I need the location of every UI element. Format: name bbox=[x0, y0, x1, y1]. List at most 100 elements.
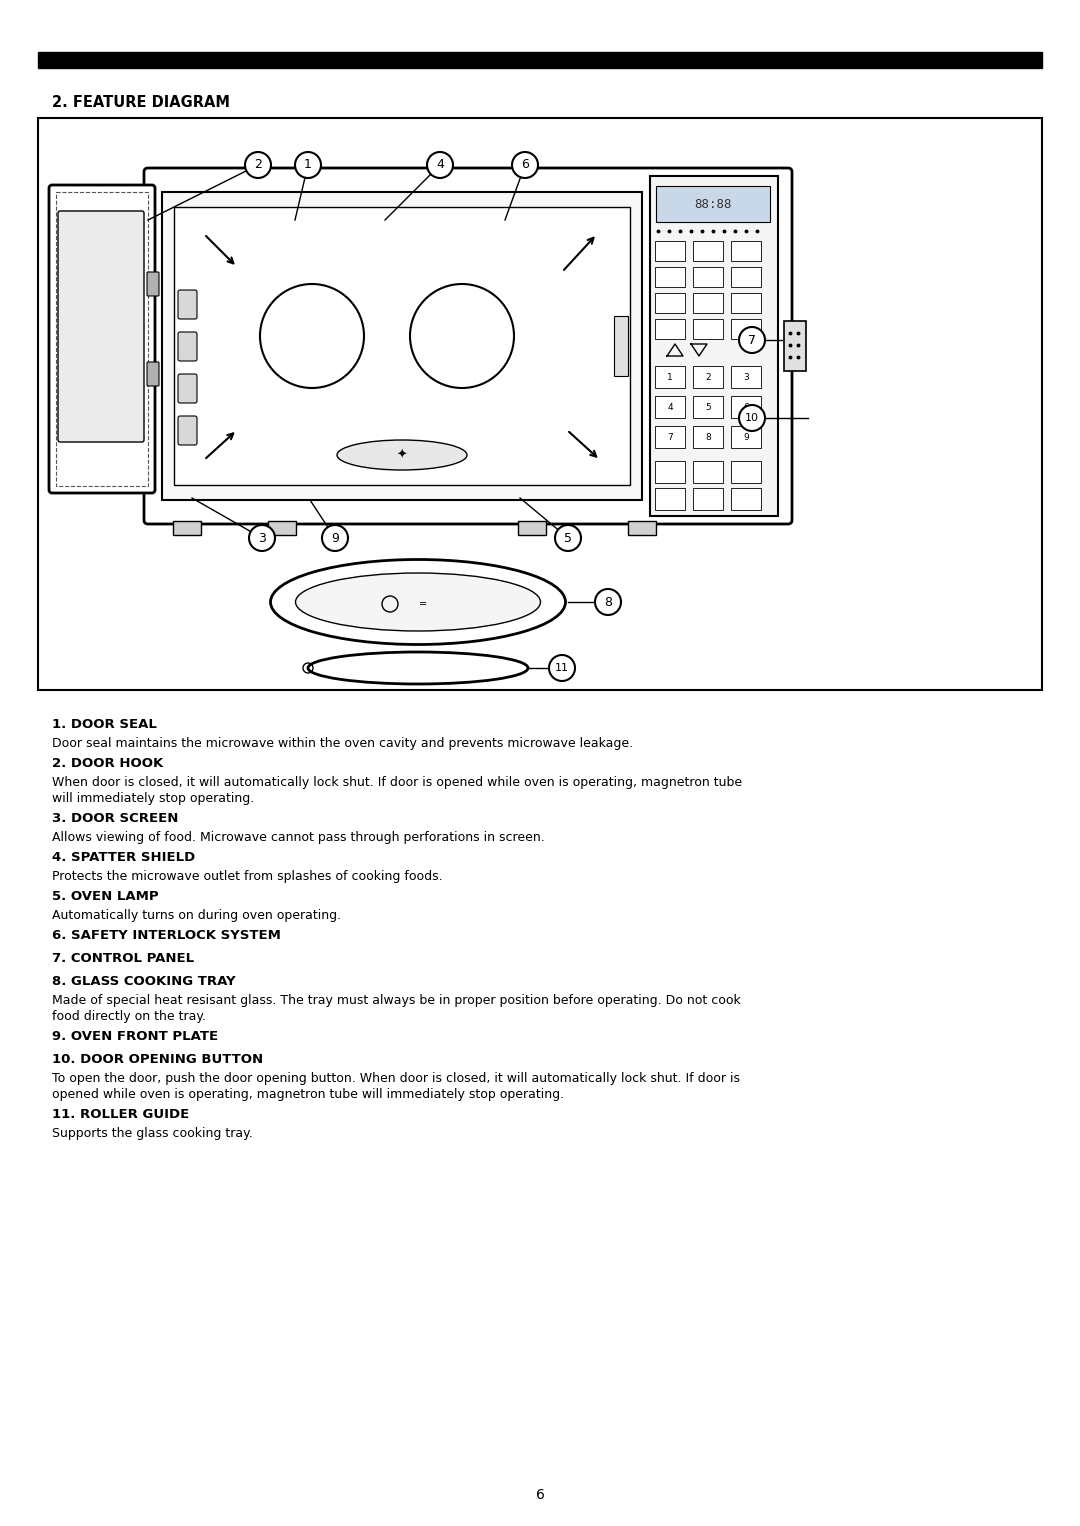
Text: 4. SPATTER SHIELD: 4. SPATTER SHIELD bbox=[52, 852, 195, 864]
Text: Allows viewing of food. Microwave cannot pass through perforations in screen.: Allows viewing of food. Microwave cannot… bbox=[52, 832, 544, 844]
Text: 4: 4 bbox=[667, 403, 673, 412]
Text: Protects the microwave outlet from splashes of cooking foods.: Protects the microwave outlet from splas… bbox=[52, 870, 443, 884]
Text: 2. FEATURE DIAGRAM: 2. FEATURE DIAGRAM bbox=[52, 95, 230, 110]
Bar bbox=[654, 293, 685, 313]
Circle shape bbox=[512, 153, 538, 179]
FancyBboxPatch shape bbox=[147, 272, 159, 296]
Text: 3: 3 bbox=[743, 372, 748, 382]
Bar bbox=[731, 426, 761, 449]
Text: 6: 6 bbox=[521, 159, 529, 171]
Circle shape bbox=[739, 327, 765, 353]
Bar bbox=[731, 267, 761, 287]
Bar bbox=[693, 241, 723, 261]
Bar bbox=[731, 319, 761, 339]
Circle shape bbox=[295, 153, 321, 179]
Text: 9: 9 bbox=[332, 531, 339, 545]
Bar bbox=[731, 397, 761, 418]
Bar bbox=[654, 488, 685, 510]
Text: 3: 3 bbox=[258, 531, 266, 545]
Bar bbox=[731, 488, 761, 510]
Text: 1. DOOR SEAL: 1. DOOR SEAL bbox=[52, 719, 157, 731]
FancyBboxPatch shape bbox=[144, 168, 792, 523]
Text: 6: 6 bbox=[743, 403, 748, 412]
Bar bbox=[174, 208, 630, 485]
Bar bbox=[654, 267, 685, 287]
Ellipse shape bbox=[337, 439, 467, 470]
Bar bbox=[784, 320, 806, 371]
Text: 8: 8 bbox=[604, 595, 612, 609]
Text: When door is closed, it will automatically lock shut. If door is opened while ov: When door is closed, it will automatical… bbox=[52, 777, 742, 789]
Text: Door seal maintains the microwave within the oven cavity and prevents microwave : Door seal maintains the microwave within… bbox=[52, 737, 633, 749]
Text: 1: 1 bbox=[667, 372, 673, 382]
Circle shape bbox=[322, 525, 348, 551]
Bar bbox=[654, 397, 685, 418]
FancyBboxPatch shape bbox=[178, 290, 197, 319]
Bar bbox=[731, 293, 761, 313]
Bar bbox=[654, 426, 685, 449]
Circle shape bbox=[555, 525, 581, 551]
Bar bbox=[731, 366, 761, 388]
Text: 7: 7 bbox=[667, 432, 673, 441]
Text: 6. SAFETY INTERLOCK SYSTEM: 6. SAFETY INTERLOCK SYSTEM bbox=[52, 929, 281, 942]
Circle shape bbox=[249, 525, 275, 551]
Text: 8. GLASS COOKING TRAY: 8. GLASS COOKING TRAY bbox=[52, 975, 235, 987]
Circle shape bbox=[739, 404, 765, 430]
Text: ✦: ✦ bbox=[396, 449, 407, 461]
Bar bbox=[162, 192, 642, 501]
Bar bbox=[654, 461, 685, 484]
Bar bbox=[731, 461, 761, 484]
Bar bbox=[693, 426, 723, 449]
Bar bbox=[693, 397, 723, 418]
Text: Supports the glass cooking tray.: Supports the glass cooking tray. bbox=[52, 1128, 253, 1140]
Text: To open the door, push the door opening button. When door is closed, it will aut: To open the door, push the door opening … bbox=[52, 1071, 740, 1085]
Text: 5: 5 bbox=[564, 531, 572, 545]
Bar bbox=[173, 520, 201, 536]
Circle shape bbox=[549, 655, 575, 681]
Bar bbox=[615, 316, 627, 375]
Text: 88:88: 88:88 bbox=[694, 197, 732, 211]
Text: 7: 7 bbox=[748, 334, 756, 346]
Text: 5: 5 bbox=[705, 403, 711, 412]
Text: 11. ROLLER GUIDE: 11. ROLLER GUIDE bbox=[52, 1108, 189, 1122]
Circle shape bbox=[595, 589, 621, 615]
Text: 2. DOOR HOOK: 2. DOOR HOOK bbox=[52, 757, 163, 771]
Text: 10: 10 bbox=[745, 414, 759, 423]
Text: 3. DOOR SCREEN: 3. DOOR SCREEN bbox=[52, 812, 178, 826]
Text: 2: 2 bbox=[254, 159, 262, 171]
Text: 8: 8 bbox=[705, 432, 711, 441]
FancyBboxPatch shape bbox=[178, 374, 197, 403]
Text: Made of special heat resisant glass. The tray must always be in proper position : Made of special heat resisant glass. The… bbox=[52, 993, 741, 1007]
Bar bbox=[693, 488, 723, 510]
Ellipse shape bbox=[296, 572, 540, 630]
Bar bbox=[650, 175, 778, 516]
Bar bbox=[38, 118, 1042, 690]
FancyBboxPatch shape bbox=[147, 362, 159, 386]
Text: food directly on the tray.: food directly on the tray. bbox=[52, 1010, 206, 1022]
Bar bbox=[38, 52, 1042, 69]
Circle shape bbox=[427, 153, 453, 179]
FancyBboxPatch shape bbox=[49, 185, 156, 493]
Text: 2: 2 bbox=[705, 372, 711, 382]
Bar bbox=[731, 241, 761, 261]
Text: 9. OVEN FRONT PLATE: 9. OVEN FRONT PLATE bbox=[52, 1030, 218, 1042]
Bar bbox=[654, 241, 685, 261]
FancyBboxPatch shape bbox=[58, 211, 144, 443]
Ellipse shape bbox=[270, 560, 566, 644]
Bar bbox=[654, 366, 685, 388]
Bar bbox=[693, 366, 723, 388]
Text: =: = bbox=[419, 600, 427, 609]
Text: 4: 4 bbox=[436, 159, 444, 171]
Text: 7. CONTROL PANEL: 7. CONTROL PANEL bbox=[52, 952, 194, 964]
Bar bbox=[693, 267, 723, 287]
Text: Automatically turns on during oven operating.: Automatically turns on during oven opera… bbox=[52, 909, 341, 922]
Circle shape bbox=[245, 153, 271, 179]
Bar bbox=[56, 192, 148, 485]
FancyBboxPatch shape bbox=[178, 333, 197, 362]
Text: opened while oven is operating, magnetron tube will immediately stop operating.: opened while oven is operating, magnetro… bbox=[52, 1088, 564, 1100]
Text: 5. OVEN LAMP: 5. OVEN LAMP bbox=[52, 890, 159, 903]
Bar bbox=[654, 319, 685, 339]
Text: 1: 1 bbox=[305, 159, 312, 171]
Bar bbox=[693, 319, 723, 339]
Text: 6: 6 bbox=[536, 1488, 544, 1502]
Text: 11: 11 bbox=[555, 662, 569, 673]
